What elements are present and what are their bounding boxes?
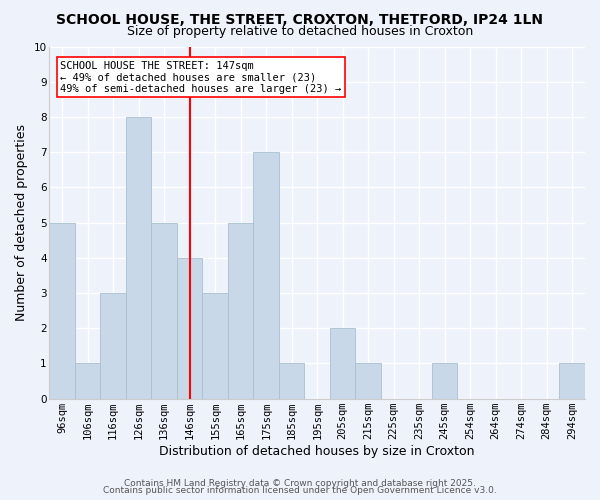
Text: Size of property relative to detached houses in Croxton: Size of property relative to detached ho… bbox=[127, 25, 473, 38]
Bar bbox=[330, 328, 355, 398]
Y-axis label: Number of detached properties: Number of detached properties bbox=[15, 124, 28, 321]
Bar bbox=[279, 364, 304, 398]
Text: Contains HM Land Registry data © Crown copyright and database right 2025.: Contains HM Land Registry data © Crown c… bbox=[124, 478, 476, 488]
Bar bbox=[49, 222, 75, 398]
Bar bbox=[559, 364, 585, 398]
Bar bbox=[228, 222, 253, 398]
Bar bbox=[151, 222, 177, 398]
Bar bbox=[100, 293, 126, 399]
Bar bbox=[126, 117, 151, 398]
Bar bbox=[355, 364, 381, 398]
Text: Contains public sector information licensed under the Open Government Licence v3: Contains public sector information licen… bbox=[103, 486, 497, 495]
Bar bbox=[177, 258, 202, 398]
Text: SCHOOL HOUSE, THE STREET, CROXTON, THETFORD, IP24 1LN: SCHOOL HOUSE, THE STREET, CROXTON, THETF… bbox=[56, 12, 544, 26]
Bar bbox=[432, 364, 457, 398]
Text: SCHOOL HOUSE THE STREET: 147sqm
← 49% of detached houses are smaller (23)
49% of: SCHOOL HOUSE THE STREET: 147sqm ← 49% of… bbox=[60, 60, 341, 94]
Bar bbox=[202, 293, 228, 399]
Bar bbox=[253, 152, 279, 398]
Bar bbox=[75, 364, 100, 398]
X-axis label: Distribution of detached houses by size in Croxton: Distribution of detached houses by size … bbox=[160, 444, 475, 458]
